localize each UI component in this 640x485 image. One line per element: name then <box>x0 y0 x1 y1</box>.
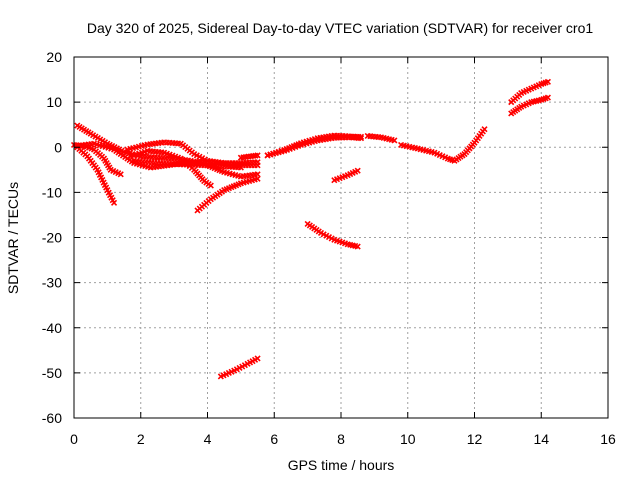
x-tick-label: 2 <box>137 431 145 447</box>
grid-layer <box>74 57 608 418</box>
data-point <box>207 182 214 189</box>
chart-title: Day 320 of 2025, Sidereal Day-to-day VTE… <box>87 20 593 36</box>
data-point <box>544 94 551 101</box>
y-tick-label: -20 <box>42 230 62 246</box>
data-layer <box>70 78 551 380</box>
data-series-14 <box>304 220 361 250</box>
y-tick-label: 10 <box>46 94 62 110</box>
data-point <box>357 133 365 140</box>
data-point <box>354 167 361 174</box>
data-series-13 <box>364 132 398 144</box>
data-point <box>481 126 488 133</box>
axis-layer: 0 2 4 6 8 10 12 14 16 -60 -50 -40 -30 -20 -10 0 10 20 <box>42 49 616 447</box>
y-tick-label: -40 <box>42 320 62 336</box>
y-tick-label: 0 <box>54 139 62 155</box>
data-series-2 <box>74 122 261 180</box>
x-tick-label: 8 <box>337 431 345 447</box>
data-point <box>544 78 551 85</box>
y-tick-label: -50 <box>42 365 62 381</box>
data-point <box>254 152 261 159</box>
data-series-12 <box>264 132 365 159</box>
data-point <box>254 159 261 166</box>
data-series-17 <box>508 94 551 117</box>
data-point <box>254 355 261 362</box>
data-series-15 <box>331 167 361 184</box>
data-series-10 <box>217 355 261 380</box>
x-tick-label: 10 <box>400 431 416 447</box>
data-series-16 <box>398 126 488 164</box>
x-tick-label: 4 <box>204 431 212 447</box>
data-point <box>354 243 361 250</box>
data-point <box>110 199 118 206</box>
x-axis-label: GPS time / hours <box>288 457 395 473</box>
data-series-5 <box>124 139 261 167</box>
y-axis-label: SDTVAR / TECUs <box>5 182 21 294</box>
data-series-4 <box>74 144 118 206</box>
data-point <box>254 175 261 182</box>
data-series-18 <box>508 78 551 106</box>
x-tick-label: 16 <box>600 431 616 447</box>
y-tick-label: 20 <box>46 49 62 65</box>
data-series-7 <box>131 157 244 171</box>
y-tick-label: -10 <box>42 184 62 200</box>
data-point <box>117 171 124 178</box>
data-series-9 <box>237 152 261 161</box>
x-tick-label: 0 <box>70 431 78 447</box>
y-tick-label: -60 <box>42 410 62 426</box>
data-point <box>391 137 398 144</box>
data-point <box>254 171 261 178</box>
x-tick-label: 14 <box>533 431 549 447</box>
y-tick-label: -30 <box>42 275 62 291</box>
x-tick-label: 6 <box>270 431 278 447</box>
data-series-8 <box>194 175 261 214</box>
data-point <box>237 164 244 171</box>
x-tick-label: 12 <box>467 431 483 447</box>
